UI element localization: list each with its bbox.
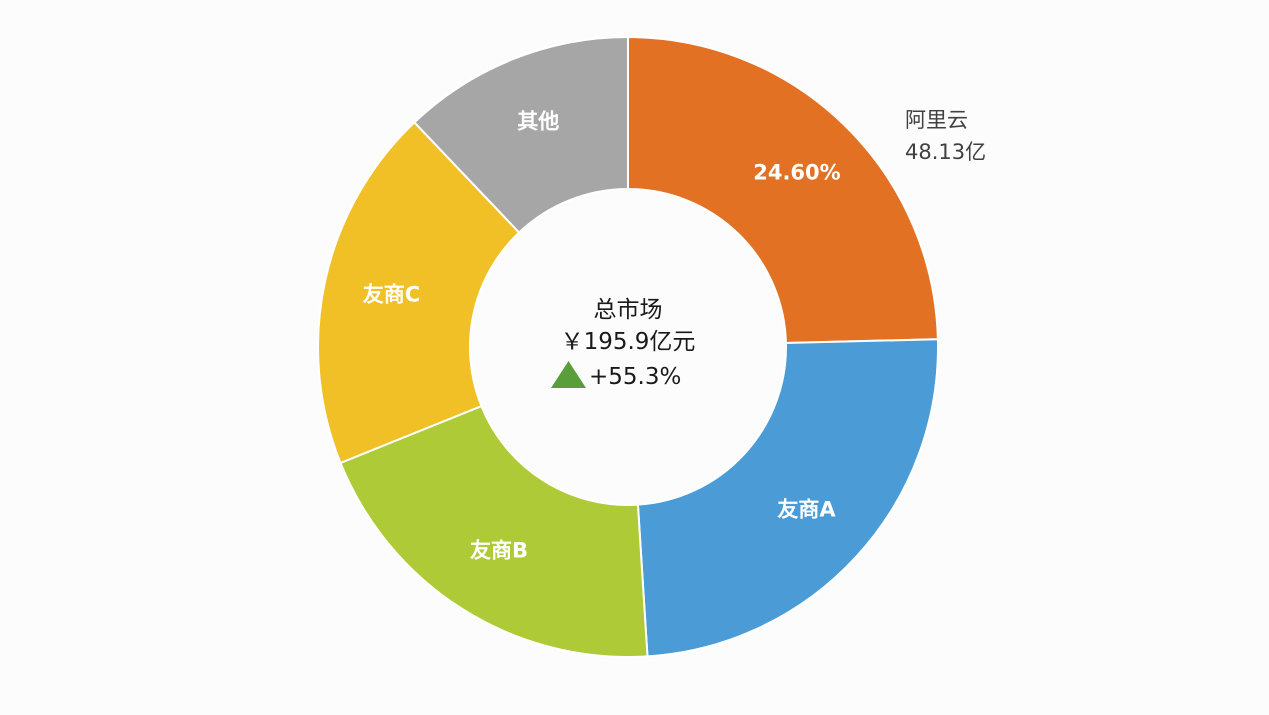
donut-slice-2 xyxy=(636,338,939,658)
slice-labels: 24.60% 友商A 友商B 友商C 其他 xyxy=(363,109,841,562)
slice-label-4: 友商C xyxy=(363,283,420,307)
donut-slice-4 xyxy=(317,120,521,465)
slice-label-2: 友商A xyxy=(777,497,836,521)
growth-up-arrow-icon xyxy=(551,361,586,388)
donut-slice-3 xyxy=(339,404,649,658)
center-title: 总市场 xyxy=(594,297,663,323)
slice-label-5: 其他 xyxy=(517,109,559,133)
donut-slice-5 xyxy=(412,35,629,234)
slice-label-1: 24.60% xyxy=(753,161,840,185)
outer-label-value: 48.13亿 xyxy=(905,140,986,164)
donut-slice-1 xyxy=(627,35,939,345)
center-total: ￥195.9亿元 xyxy=(561,329,696,355)
center-growth: +55.3% xyxy=(589,364,681,390)
outer-label-name: 阿里云 xyxy=(905,108,968,132)
donut-slices xyxy=(317,35,939,658)
slice-label-3: 友商B xyxy=(470,539,528,563)
